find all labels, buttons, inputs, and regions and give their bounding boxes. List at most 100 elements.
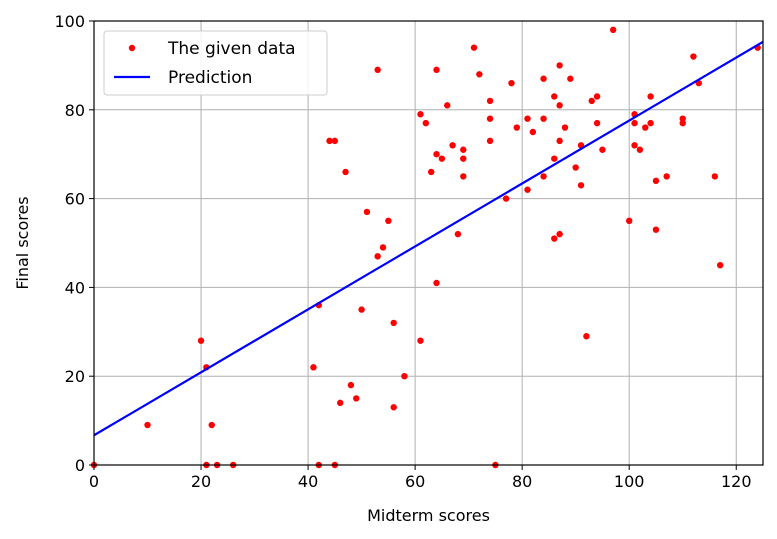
data-point [336,399,344,407]
y-tick-label: 100 [54,12,85,31]
data-point [502,195,510,202]
data-point [208,421,215,429]
legend-marker-given-data [128,44,136,52]
data-point [567,75,574,82]
data-point [679,119,686,127]
data-point [460,155,467,162]
data-point [444,102,451,109]
data-point [556,137,563,145]
data-point [310,364,317,371]
plot-frame [93,20,764,466]
data-point [454,230,462,238]
legend: The given data Prediction [103,30,328,96]
data-point [679,115,686,122]
data-point [385,217,392,224]
data-point [626,217,633,224]
data-point [358,306,365,313]
data-point [572,164,579,171]
data-point [374,253,381,260]
data-point [379,244,387,251]
data-point [331,137,339,145]
data-point [690,53,697,60]
data-point [556,62,563,69]
x-tick-label: 100 [614,472,645,491]
data-point [374,66,381,74]
data-point [577,182,585,189]
data-point [583,333,590,340]
prediction-line [93,40,764,437]
data-point [486,137,494,145]
data-point [433,279,440,287]
data-point [540,115,547,122]
data-point [588,97,595,105]
data-point [460,173,467,180]
data-point [647,93,654,100]
data-point [609,26,617,34]
data-point [427,168,435,176]
data-point [353,395,360,402]
data-point [342,168,349,176]
data-point [513,124,521,131]
x-tick-label: 0 [89,472,99,491]
axis-ticks: 0 20 40 60 80 100 120 0 20 40 60 80 100 [54,12,751,491]
data-point [417,111,424,118]
data-point [647,119,654,127]
data-point [529,128,537,136]
data-point [716,262,724,269]
data-point [433,66,440,74]
data-point [663,173,670,180]
y-tick-label: 60 [65,190,85,209]
data-point [363,208,371,216]
data-point [390,319,397,327]
data-point [144,421,151,429]
y-tick-label: 40 [65,278,85,297]
legend-label-given-data: The given data [167,39,296,59]
data-point [642,124,649,131]
data-point [540,75,547,82]
x-tick-label: 60 [405,472,425,491]
data-point [652,226,660,233]
data-point [508,79,515,87]
data-point [433,151,440,158]
data-point [561,124,569,131]
data-point [524,115,531,122]
data-point [486,97,494,105]
data-point [636,146,644,153]
data-point [417,337,424,344]
data-point [390,404,397,411]
data-point [422,119,430,127]
data-point [593,93,601,100]
data-point [401,373,408,380]
y-axis-label: Final scores [13,196,32,289]
y-tick-label: 0 [75,456,85,475]
data-point [556,230,563,238]
plot-area [90,26,764,469]
x-tick-label: 80 [512,472,532,491]
data-point [197,337,205,344]
x-axis-label: Midterm scores [367,506,490,525]
data-point [631,142,638,149]
y-tick-label: 80 [65,101,85,120]
legend-box [103,30,328,96]
data-point [486,115,494,122]
data-point [438,155,446,162]
y-tick-label: 20 [65,367,85,386]
data-point [460,146,467,153]
data-point [593,119,601,127]
data-point [449,142,456,149]
data-point [631,119,638,127]
data-point [326,137,333,145]
x-tick-label: 120 [721,472,752,491]
data-point [540,173,547,180]
data-point [556,102,563,109]
x-tick-label: 20 [191,472,211,491]
data-point [470,44,478,51]
data-point [551,235,558,242]
data-point [347,381,355,389]
data-point [551,93,558,100]
data-point [476,71,483,78]
data-point [524,186,531,193]
data-point [599,146,606,153]
